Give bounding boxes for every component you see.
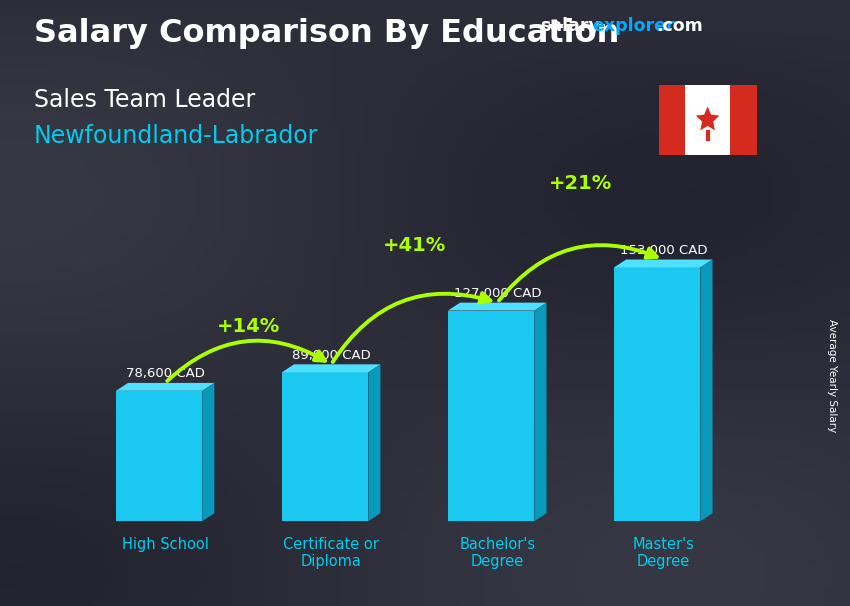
Polygon shape bbox=[700, 259, 712, 521]
Text: 78,600 CAD: 78,600 CAD bbox=[126, 367, 205, 381]
Polygon shape bbox=[696, 107, 719, 130]
Polygon shape bbox=[659, 85, 685, 155]
Text: Certificate or
Diploma: Certificate or Diploma bbox=[283, 537, 379, 569]
Text: Newfoundland-Labrador: Newfoundland-Labrador bbox=[34, 124, 319, 148]
Text: 153,000 CAD: 153,000 CAD bbox=[620, 244, 707, 257]
Text: Bachelor's
Degree: Bachelor's Degree bbox=[459, 537, 536, 569]
Polygon shape bbox=[730, 85, 756, 155]
Text: Master's
Degree: Master's Degree bbox=[632, 537, 694, 569]
Polygon shape bbox=[116, 383, 214, 391]
Text: Average Yearly Salary: Average Yearly Salary bbox=[827, 319, 837, 432]
Text: .com: .com bbox=[656, 17, 703, 35]
Text: salary: salary bbox=[540, 17, 599, 35]
Text: +14%: +14% bbox=[217, 317, 280, 336]
Polygon shape bbox=[448, 310, 535, 521]
Text: explorer: explorer bbox=[592, 17, 675, 35]
Polygon shape bbox=[368, 364, 381, 521]
Polygon shape bbox=[659, 85, 756, 155]
Polygon shape bbox=[614, 259, 712, 267]
Text: Salary Comparison By Education: Salary Comparison By Education bbox=[34, 18, 620, 49]
FancyArrowPatch shape bbox=[499, 245, 657, 301]
Polygon shape bbox=[116, 391, 202, 521]
Text: High School: High School bbox=[122, 537, 208, 552]
Text: Sales Team Leader: Sales Team Leader bbox=[34, 88, 255, 112]
Text: 127,000 CAD: 127,000 CAD bbox=[454, 287, 541, 300]
Polygon shape bbox=[614, 267, 700, 521]
Text: 89,800 CAD: 89,800 CAD bbox=[292, 349, 371, 362]
Polygon shape bbox=[535, 302, 547, 521]
FancyArrowPatch shape bbox=[332, 293, 490, 362]
Polygon shape bbox=[448, 302, 547, 310]
Text: +21%: +21% bbox=[548, 175, 612, 193]
Polygon shape bbox=[282, 364, 381, 372]
FancyArrowPatch shape bbox=[167, 341, 325, 381]
Polygon shape bbox=[202, 383, 214, 521]
Text: +41%: +41% bbox=[382, 236, 446, 255]
Polygon shape bbox=[282, 372, 368, 521]
